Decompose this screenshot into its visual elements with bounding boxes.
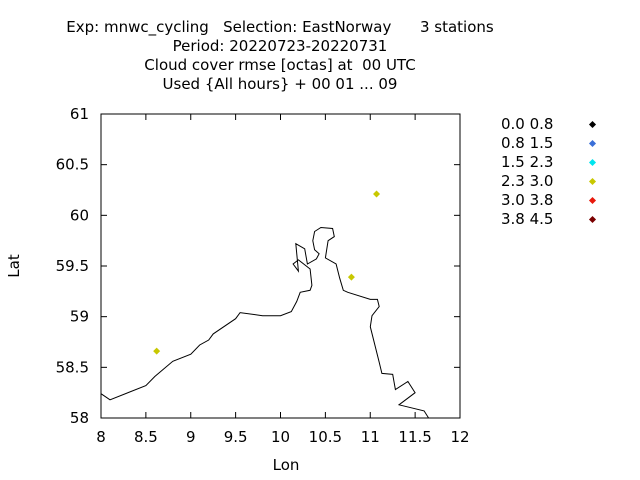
y-axis-label: Lat xyxy=(5,254,23,278)
x-axis-label: Lon xyxy=(273,456,300,474)
y-tick-label: 58 xyxy=(70,409,89,427)
legend-item-label: 0.0 0.8 xyxy=(501,115,554,133)
coastline xyxy=(100,226,430,419)
chart-title-line-4: Used {All hours} + 00 01 ... 09 xyxy=(162,75,398,93)
legend-item-label: 3.0 3.8 xyxy=(501,191,554,209)
station-point xyxy=(153,347,161,355)
x-tick-label: 9 xyxy=(186,428,196,446)
x-tick-label: 9.5 xyxy=(224,428,248,446)
station-point xyxy=(347,273,355,281)
y-tick-label: 59 xyxy=(70,308,89,326)
legend-item-label: 1.5 2.3 xyxy=(501,153,554,171)
legend-item-label: 0.8 1.5 xyxy=(501,134,554,152)
x-tick-label: 10 xyxy=(271,428,290,446)
y-tick-label: 60.5 xyxy=(56,156,89,174)
x-tick-label: 11 xyxy=(361,428,380,446)
x-tick-label: 11.5 xyxy=(398,428,431,446)
x-tick-label: 12 xyxy=(450,428,469,446)
chart-title-line-1: Exp: mnwc_cycling Selection: EastNorway … xyxy=(66,18,494,36)
legend-item-label: 2.3 3.0 xyxy=(501,172,554,190)
x-tick-label: 10.5 xyxy=(309,428,342,446)
plot-frame xyxy=(100,113,461,419)
y-tick-label: 60 xyxy=(70,206,89,224)
legend-item-label: 3.8 4.5 xyxy=(501,210,554,228)
y-tick-label: 58.5 xyxy=(56,358,89,376)
chart-title-line-2: Period: 20220723-20220731 xyxy=(172,37,388,55)
y-tick-label: 59.5 xyxy=(56,257,89,275)
station-point xyxy=(373,190,381,198)
x-tick-label: 8.5 xyxy=(134,428,158,446)
x-tick-label: 8 xyxy=(96,428,106,446)
y-tick-label: 61 xyxy=(70,105,89,123)
chart-title-line-3: Cloud cover rmse [octas] at 00 UTC xyxy=(144,56,416,74)
